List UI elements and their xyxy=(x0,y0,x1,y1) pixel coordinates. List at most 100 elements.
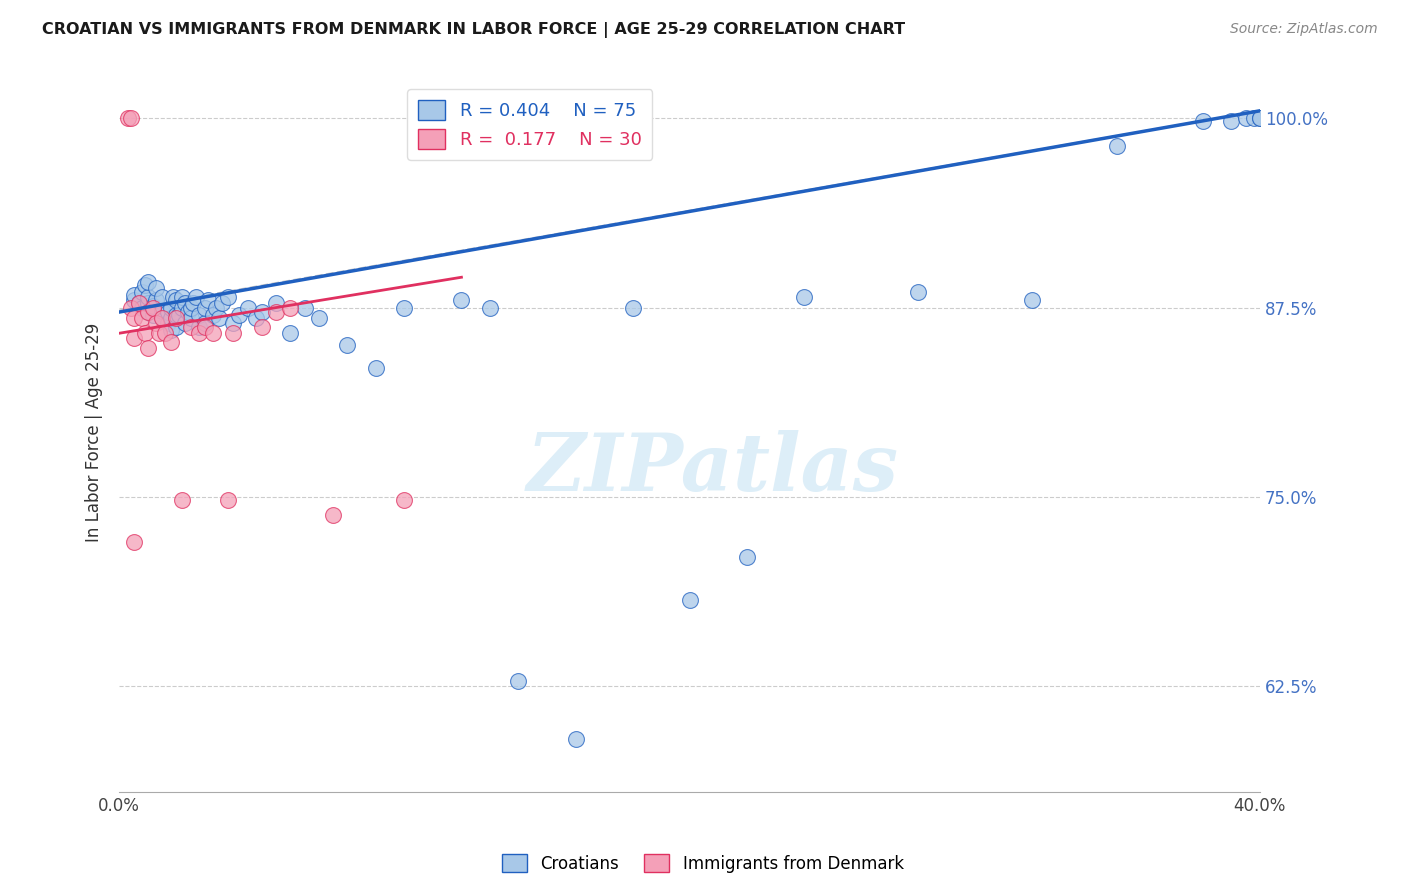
Point xyxy=(621,301,644,315)
Point xyxy=(793,290,815,304)
Point xyxy=(180,311,202,326)
Point xyxy=(122,311,145,326)
Point xyxy=(1220,114,1243,128)
Point xyxy=(280,301,302,315)
Point xyxy=(180,320,202,334)
Point xyxy=(145,281,167,295)
Point xyxy=(150,311,173,326)
Point xyxy=(145,316,167,330)
Point xyxy=(264,296,287,310)
Point xyxy=(508,674,530,689)
Point xyxy=(142,308,165,322)
Point xyxy=(678,592,700,607)
Point xyxy=(167,308,190,322)
Point xyxy=(136,342,159,356)
Point xyxy=(173,316,195,330)
Point xyxy=(197,293,219,307)
Text: Source: ZipAtlas.com: Source: ZipAtlas.com xyxy=(1230,22,1378,37)
Point xyxy=(202,308,225,322)
Point xyxy=(1234,112,1257,126)
Point xyxy=(188,320,211,334)
Point xyxy=(131,301,153,315)
Point xyxy=(136,296,159,310)
Point xyxy=(165,320,187,334)
Point xyxy=(222,326,245,341)
Point xyxy=(222,316,245,330)
Point xyxy=(165,311,187,326)
Point xyxy=(136,305,159,319)
Point xyxy=(136,290,159,304)
Point xyxy=(322,508,344,522)
Point xyxy=(148,326,170,341)
Point xyxy=(194,301,217,315)
Point xyxy=(264,305,287,319)
Y-axis label: In Labor Force | Age 25-29: In Labor Force | Age 25-29 xyxy=(86,323,103,542)
Point xyxy=(159,301,181,315)
Point xyxy=(194,320,217,334)
Point xyxy=(159,335,181,350)
Point xyxy=(183,296,205,310)
Point xyxy=(142,301,165,315)
Point xyxy=(202,326,225,341)
Point xyxy=(145,293,167,307)
Point xyxy=(117,112,139,126)
Point xyxy=(217,290,239,304)
Point xyxy=(156,305,179,319)
Point xyxy=(134,326,156,341)
Point xyxy=(186,290,208,304)
Point xyxy=(122,535,145,549)
Point xyxy=(170,492,193,507)
Point xyxy=(122,293,145,307)
Point xyxy=(180,301,202,315)
Point xyxy=(165,308,187,322)
Point xyxy=(450,293,472,307)
Point xyxy=(128,296,150,310)
Point xyxy=(308,311,330,326)
Point xyxy=(194,316,217,330)
Point xyxy=(336,338,359,352)
Point xyxy=(122,331,145,345)
Point xyxy=(173,296,195,310)
Point xyxy=(735,550,758,565)
Point xyxy=(250,320,273,334)
Point xyxy=(134,277,156,292)
Point xyxy=(205,301,228,315)
Point xyxy=(250,305,273,319)
Point xyxy=(364,361,387,376)
Point xyxy=(294,301,316,315)
Point xyxy=(122,288,145,302)
Point xyxy=(211,296,233,310)
Point xyxy=(188,308,211,322)
Point xyxy=(564,731,586,746)
Legend: R = 0.404    N = 75, R =  0.177    N = 30: R = 0.404 N = 75, R = 0.177 N = 30 xyxy=(408,89,652,160)
Point xyxy=(128,296,150,310)
Point xyxy=(150,290,173,304)
Point xyxy=(280,326,302,341)
Point xyxy=(217,492,239,507)
Point xyxy=(208,311,231,326)
Point xyxy=(162,290,184,304)
Point xyxy=(245,311,267,326)
Point xyxy=(228,308,250,322)
Point xyxy=(120,112,142,126)
Point xyxy=(153,326,176,341)
Point xyxy=(170,290,193,304)
Point xyxy=(156,316,179,330)
Point xyxy=(120,301,142,315)
Point xyxy=(131,311,153,326)
Legend: Croatians, Immigrants from Denmark: Croatians, Immigrants from Denmark xyxy=(495,847,911,880)
Point xyxy=(136,275,159,289)
Point xyxy=(177,305,200,319)
Point xyxy=(907,285,929,300)
Point xyxy=(170,301,193,315)
Point xyxy=(1249,112,1271,126)
Point xyxy=(1107,138,1129,153)
Point xyxy=(394,492,416,507)
Point xyxy=(1021,293,1043,307)
Point xyxy=(236,301,259,315)
Point xyxy=(1192,114,1215,128)
Text: CROATIAN VS IMMIGRANTS FROM DENMARK IN LABOR FORCE | AGE 25-29 CORRELATION CHART: CROATIAN VS IMMIGRANTS FROM DENMARK IN L… xyxy=(42,22,905,38)
Point xyxy=(478,301,501,315)
Point xyxy=(142,299,165,313)
Point xyxy=(150,311,173,326)
